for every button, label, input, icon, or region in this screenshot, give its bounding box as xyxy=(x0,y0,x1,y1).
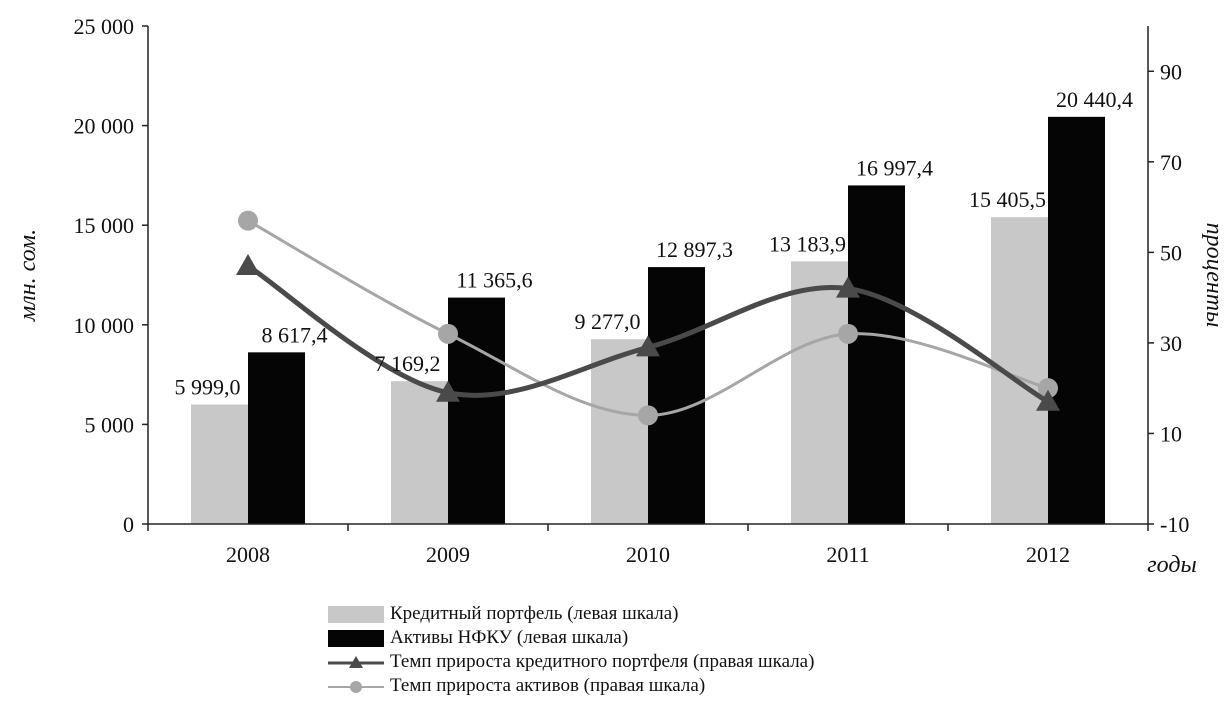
data-label: 9 277,0 xyxy=(575,309,641,334)
x-tick-label: 2012 xyxy=(1026,542,1070,567)
bar xyxy=(1048,116,1105,524)
x-tick-label: 2011 xyxy=(826,542,869,567)
left-tick-label: 0 xyxy=(123,512,134,537)
data-label: 12 897,3 xyxy=(656,237,733,262)
assets-growth-point xyxy=(238,210,258,231)
bar xyxy=(848,185,905,524)
right-tick-label: -10 xyxy=(1160,512,1189,537)
legend-item-credit-growth: Темп прироста кредитного портфеля (права… xyxy=(328,650,814,674)
data-label: 8 617,4 xyxy=(262,322,328,347)
legend-label: Кредитный портфель (левая шкала) xyxy=(390,603,679,624)
x-tick-label: 2010 xyxy=(626,542,670,567)
data-label: 13 183,9 xyxy=(769,231,846,256)
legend-swatch-bar-gray xyxy=(328,605,384,623)
legend-label: Темп прироста активов (правая шкала) xyxy=(390,675,706,696)
credit-growth-point xyxy=(636,335,660,357)
right-axis-title: проценты xyxy=(1201,223,1227,328)
credit-growth-point xyxy=(1036,389,1060,411)
legend-swatch-bar-black xyxy=(328,629,384,647)
assets-growth-point xyxy=(838,323,858,344)
assets-growth-point xyxy=(638,405,658,426)
right-tick-label: 90 xyxy=(1160,59,1182,84)
legend: Кредитный портфель (левая шкала) Активы … xyxy=(328,602,814,698)
credit-growth-point xyxy=(436,380,460,402)
x-tick-label: 2008 xyxy=(226,542,270,567)
left-tick-label: 15 000 xyxy=(74,213,135,238)
bar xyxy=(791,261,848,524)
bar xyxy=(591,339,648,524)
credit-growth-point xyxy=(836,276,860,298)
legend-item-assets-growth: Темп прироста активов (правая шкала) xyxy=(328,674,814,698)
legend-item-credit-portfolio: Кредитный портфель (левая шкала) xyxy=(328,602,814,626)
left-tick-label: 10 000 xyxy=(74,313,135,338)
legend-item-assets: Активы НФКУ (левая шкала) xyxy=(328,626,814,650)
bar xyxy=(191,404,248,524)
bar xyxy=(248,352,305,524)
data-label: 7 169,2 xyxy=(375,351,441,376)
assets-growth-point xyxy=(1038,378,1058,399)
bar xyxy=(391,381,448,524)
x-tick-label: 2009 xyxy=(426,542,470,567)
left-tick-label: 20 000 xyxy=(74,114,135,139)
data-label: 5 999,0 xyxy=(175,374,241,399)
right-tick-label: 10 xyxy=(1160,421,1182,446)
legend-swatch-line-triangle xyxy=(328,654,384,671)
right-tick-label: 50 xyxy=(1160,240,1182,265)
bar xyxy=(648,267,705,524)
legend-label: Темп прироста кредитного портфеля (права… xyxy=(390,651,815,672)
data-label: 11 365,6 xyxy=(456,268,532,293)
left-axis-title: млн. сом. xyxy=(15,229,41,322)
legend-label: Активы НФКУ (левая шкала) xyxy=(390,627,629,648)
right-tick-label: 30 xyxy=(1160,331,1182,356)
legend-swatch-line-circle xyxy=(328,678,384,695)
assets-growth-point xyxy=(438,323,458,344)
right-tick-label: 70 xyxy=(1160,150,1182,175)
x-axis-title: годы xyxy=(1147,552,1196,578)
data-label: 20 440,4 xyxy=(1056,87,1133,112)
left-tick-label: 25 000 xyxy=(74,14,135,39)
left-tick-label: 5 000 xyxy=(85,412,135,437)
data-label: 16 997,4 xyxy=(856,155,933,180)
data-label: 15 405,5 xyxy=(969,187,1046,212)
credit-growth-point xyxy=(236,253,260,275)
